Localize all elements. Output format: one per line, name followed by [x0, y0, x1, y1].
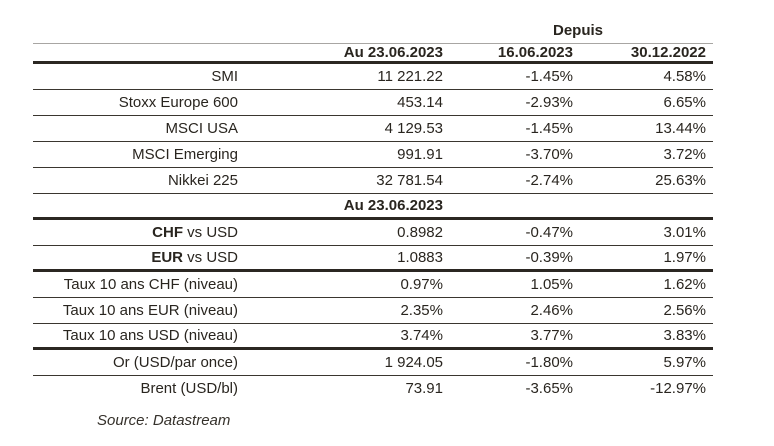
table-row-smi: SMI 11 221.22 -1.45% 4.58% — [33, 64, 713, 90]
row-change-2: 1.62% — [663, 276, 706, 293]
row-change-2: 2.56% — [663, 302, 706, 319]
row-label-text: vs USD — [182, 224, 238, 241]
row-label: Nikkei 225 — [33, 172, 238, 189]
row-label: Taux 10 ans USD (niveau) — [33, 327, 238, 344]
section-header-date: Au 23.06.2023 — [343, 197, 443, 214]
row-label-text: Nikkei 225 — [167, 172, 238, 189]
col-header-value-date: Au 23.06.2023 — [343, 44, 443, 61]
depuis-header-row: Depuis — [33, 0, 713, 44]
table-row-brent: Brent (USD/bl) 73.91 -3.65% -12.97% — [33, 376, 713, 401]
row-label: EUR vs USD — [33, 249, 238, 266]
row-change-2: 4.58% — [663, 68, 706, 85]
row-label: Or (USD/par once) — [33, 354, 238, 371]
table-row-msci-usa: MSCI USA 4 129.53 -1.45% 13.44% — [33, 116, 713, 142]
row-label-text: Or (USD/par once) — [112, 354, 238, 371]
row-label-text: Brent (USD/bl) — [140, 380, 238, 397]
row-change-1: -0.47% — [525, 224, 573, 241]
table-row-chf-vs-usd: CHF vs USD 0.8982 -0.47% 3.01% — [33, 220, 713, 246]
row-value: 0.97% — [400, 276, 443, 293]
row-label-text: vs USD — [182, 249, 238, 266]
section-header-row: Au 23.06.2023 — [33, 194, 713, 220]
row-label: Taux 10 ans EUR (niveau) — [33, 302, 238, 319]
row-label-text: Stoxx Europe 600 — [118, 94, 238, 111]
row-value: 11 221.22 — [377, 68, 443, 85]
table-row-stoxx-europe-600: Stoxx Europe 600 453.14 -2.93% 6.65% — [33, 90, 713, 116]
row-change-1: -0.39% — [525, 249, 573, 266]
row-label: CHF vs USD — [33, 224, 238, 241]
row-value: 3.74% — [400, 327, 443, 344]
row-change-1: -1.45% — [525, 120, 573, 137]
table-row-msci-emerging: MSCI Emerging 991.91 -3.70% 3.72% — [33, 142, 713, 168]
row-change-2: 13.44% — [655, 120, 706, 137]
row-change-1: -1.45% — [525, 68, 573, 85]
row-value: 4 129.53 — [384, 120, 443, 137]
row-change-2: 3.72% — [663, 146, 706, 163]
row-label-text: Taux 10 ans EUR (niveau) — [62, 302, 238, 319]
row-change-1: -2.74% — [525, 172, 573, 189]
row-value: 991.91 — [397, 146, 443, 163]
table-row-eur-vs-usd: EUR vs USD 1.0883 -0.39% 1.97% — [33, 246, 713, 272]
table-row-or: Or (USD/par once) 1 924.05 -1.80% 5.97% — [33, 350, 713, 376]
row-change-2: -12.97% — [650, 380, 706, 397]
row-change-1: -2.93% — [525, 94, 573, 111]
row-value: 73.91 — [405, 380, 443, 397]
depuis-label: Depuis — [552, 22, 603, 39]
row-change-1: -3.70% — [525, 146, 573, 163]
column-header-row: Au 23.06.2023 16.06.2023 30.12.2022 — [33, 44, 713, 64]
market-data-table: Depuis Au 23.06.2023 16.06.2023 30.12.20… — [33, 0, 713, 429]
row-label: Brent (USD/bl) — [33, 380, 238, 397]
row-label-text: SMI — [211, 68, 238, 85]
row-change-2: 3.83% — [663, 327, 706, 344]
row-label-text: MSCI Emerging — [132, 146, 238, 163]
source-note: Source: Datastream — [97, 412, 231, 429]
row-label-bold: CHF — [152, 224, 183, 241]
row-value: 1 924.05 — [384, 354, 443, 371]
row-label-text: Taux 10 ans USD (niveau) — [62, 327, 238, 344]
row-label: SMI — [33, 68, 238, 85]
row-value: 453.14 — [397, 94, 443, 111]
row-change-2: 5.97% — [663, 354, 706, 371]
row-change-1: -3.65% — [525, 380, 573, 397]
row-value: 2.35% — [400, 302, 443, 319]
row-value: 32 781.54 — [376, 172, 443, 189]
table-row-taux-10-ans-usd: Taux 10 ans USD (niveau) 3.74% 3.77% 3.8… — [33, 324, 713, 350]
row-change-2: 1.97% — [663, 249, 706, 266]
row-label-text: MSCI USA — [165, 120, 238, 137]
row-change-1: -1.80% — [525, 354, 573, 371]
col-header-change-2: 30.12.2022 — [630, 44, 706, 61]
row-change-2: 3.01% — [663, 224, 706, 241]
row-label: MSCI USA — [33, 120, 238, 137]
row-change-1: 2.46% — [530, 302, 573, 319]
row-change-2: 6.65% — [663, 94, 706, 111]
row-change-2: 25.63% — [655, 172, 706, 189]
row-label: MSCI Emerging — [33, 146, 238, 163]
table-row-taux-10-ans-chf: Taux 10 ans CHF (niveau) 0.97% 1.05% 1.6… — [33, 272, 713, 298]
table-row-nikkei-225: Nikkei 225 32 781.54 -2.74% 25.63% — [33, 168, 713, 194]
row-label-bold: EUR — [151, 249, 183, 266]
row-label: Stoxx Europe 600 — [33, 94, 238, 111]
table-row-taux-10-ans-eur: Taux 10 ans EUR (niveau) 2.35% 2.46% 2.5… — [33, 298, 713, 324]
row-label-text: Taux 10 ans CHF (niveau) — [63, 276, 238, 293]
row-value: 1.0883 — [397, 249, 443, 266]
row-label: Taux 10 ans CHF (niveau) — [33, 276, 238, 293]
row-change-1: 3.77% — [530, 327, 573, 344]
row-change-1: 1.05% — [530, 276, 573, 293]
col-header-change-1: 16.06.2023 — [497, 44, 573, 61]
row-value: 0.8982 — [397, 224, 443, 241]
